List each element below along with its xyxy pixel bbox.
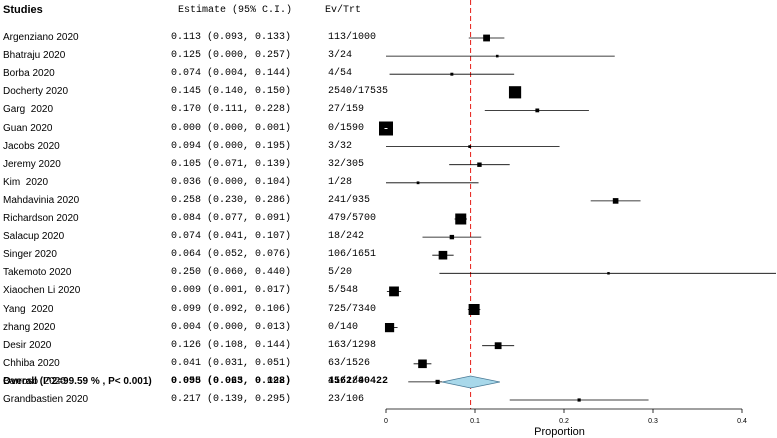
study-events: 241/935	[328, 194, 371, 206]
study-estimate: 0.250 (0.060, 0.440)	[171, 267, 292, 279]
x-tick-label: 0.2	[559, 418, 569, 425]
study-name: Salacup 2020	[3, 231, 65, 243]
point-marker	[612, 198, 619, 204]
point-marker	[435, 379, 440, 384]
point-marker	[607, 272, 610, 275]
study-estimate: 0.125 (0.000, 0.257)	[171, 50, 292, 62]
study-events: 113/1000	[328, 32, 377, 43]
study-events: 5/548	[328, 285, 359, 297]
study-estimate: 0.009 (0.001, 0.017)	[171, 285, 292, 297]
study-name: Barroso 2020	[3, 375, 66, 387]
study-events: 106/1651	[328, 249, 377, 261]
study-events: 0/1590	[328, 122, 365, 134]
study-events: 11/189	[328, 375, 365, 387]
study-name: Docherty 2020	[3, 86, 69, 98]
study-estimate: 0.084 (0.077, 0.091)	[171, 213, 292, 224]
x-tick-label: 0.1	[470, 418, 480, 425]
study-name: Bhatraju 2020	[3, 50, 66, 62]
study-name: Desir 2020	[3, 339, 52, 351]
study-events: 23/106	[328, 394, 365, 405]
study-events: 63/1526	[328, 357, 371, 369]
study-name: Yang 2020	[3, 303, 54, 315]
x-tick-label: 0.3	[648, 418, 658, 425]
overall-diamond	[441, 375, 501, 389]
study-estimate: 0.145 (0.140, 0.150)	[171, 86, 292, 98]
study-name: Jacobs 2020	[3, 140, 60, 152]
header-events: Ev/Trt	[325, 5, 362, 16]
point-marker	[577, 398, 581, 402]
study-events: 18/242	[328, 231, 365, 243]
study-estimate: 0.074 (0.041, 0.107)	[171, 231, 292, 243]
study-name: Jeremy 2020	[3, 158, 61, 170]
study-estimate: 0.074 (0.004, 0.144)	[171, 68, 292, 80]
header-studies: Studies	[3, 4, 43, 16]
study-name: Borba 2020	[3, 68, 55, 80]
study-name: Kim 2020	[3, 176, 49, 188]
study-estimate: 0.105 (0.071, 0.139)	[171, 158, 292, 170]
study-estimate: 0.041 (0.031, 0.051)	[171, 357, 292, 369]
overall-events: 4562/40422	[328, 376, 389, 387]
study-estimate: 0.217 (0.139, 0.295)	[171, 394, 292, 405]
overall-label: Overall (I^2=99.59 % , P< 0.001)	[3, 376, 152, 387]
study-events: 4/54	[328, 68, 353, 80]
point-marker	[450, 72, 454, 76]
study-name: Grandbastien 2020	[3, 394, 89, 405]
point-marker	[494, 342, 502, 350]
study-name: zhang 2020	[3, 321, 56, 333]
study-events: 1/28	[328, 176, 353, 188]
point-marker	[468, 304, 480, 315]
point-marker	[477, 162, 482, 167]
study-name: Richardson 2020	[3, 213, 79, 224]
point-marker	[535, 108, 540, 113]
study-estimate: 0.126 (0.108, 0.144)	[171, 339, 292, 351]
study-events: 2540/17535	[328, 86, 389, 98]
x-tick-label: 0	[384, 418, 388, 425]
study-events: 32/305	[328, 158, 365, 170]
study-estimate: 0.036 (0.000, 0.104)	[171, 176, 292, 188]
header-estimate: Estimate (95% C.I.)	[178, 5, 293, 16]
study-events: 0/140	[328, 321, 359, 333]
study-estimate: 0.000 (0.000, 0.001)	[171, 122, 292, 134]
point-marker	[495, 54, 499, 58]
point-marker	[449, 234, 455, 240]
study-name: Garg 2020	[3, 104, 54, 116]
study-estimate: 0.058 (0.025, 0.092)	[171, 375, 292, 387]
point-marker	[468, 145, 472, 148]
point-marker	[455, 213, 467, 225]
point-marker	[508, 86, 522, 99]
x-axis-label: Proportion	[534, 426, 585, 438]
study-events: 3/32	[328, 140, 353, 152]
point-marker	[416, 181, 420, 185]
study-events: 725/7340	[328, 303, 377, 315]
study-name: Argenziano 2020	[3, 32, 79, 43]
study-name: Chhiba 2020	[3, 357, 60, 369]
point-marker	[389, 286, 399, 297]
study-events: 5/20	[328, 267, 353, 279]
study-estimate: 0.099 (0.092, 0.106)	[171, 303, 292, 315]
study-estimate: 0.004 (0.000, 0.013)	[171, 321, 292, 333]
study-name: Guan 2020	[3, 122, 53, 134]
study-estimate: 0.170 (0.111, 0.228)	[171, 104, 292, 116]
study-events: 479/5700	[328, 213, 377, 224]
study-name: Mahdavinia 2020	[3, 194, 80, 206]
point-marker	[418, 359, 427, 369]
study-name: Xiaochen Li 2020	[3, 285, 81, 297]
point-marker	[483, 34, 490, 42]
study-estimate: 0.113 (0.093, 0.133)	[171, 32, 292, 43]
study-estimate: 0.094 (0.000, 0.195)	[171, 140, 292, 152]
study-name: Singer 2020	[3, 249, 57, 261]
overall-estimate: 0.095 (0.063, 0.128)	[171, 376, 292, 387]
study-estimate: 0.258 (0.230, 0.286)	[171, 194, 292, 206]
study-events: 3/24	[328, 50, 353, 62]
point-marker	[438, 250, 448, 260]
study-events: 27/159	[328, 104, 365, 116]
point-marker	[384, 323, 395, 333]
study-estimate: 0.064 (0.052, 0.076)	[171, 249, 292, 261]
study-name: Takemoto 2020	[3, 267, 72, 279]
x-tick-label: 0.4	[737, 418, 747, 425]
study-events: 163/1298	[328, 339, 377, 351]
